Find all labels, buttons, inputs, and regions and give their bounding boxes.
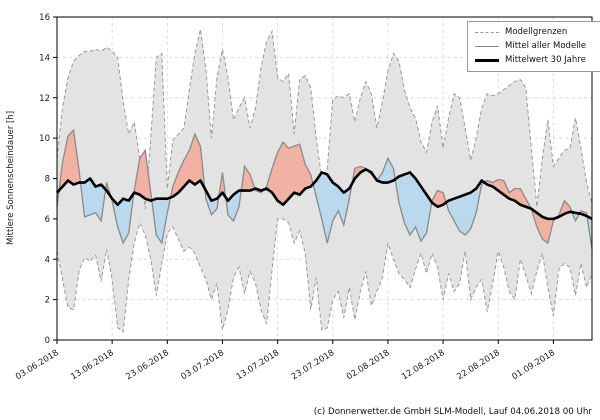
x-tick-label: 03.07.2018	[179, 348, 226, 382]
x-tick-label: 22.08.2018	[455, 348, 502, 382]
x-tick-label: 13.07.2018	[235, 348, 282, 382]
dashed-line-sample-icon	[475, 31, 499, 33]
x-tick-label: 13.06.2018	[69, 348, 116, 382]
legend-label: Mittel aller Modelle	[505, 41, 587, 52]
legend-label: Mittelwert 30 Jahre	[505, 55, 586, 66]
x-tick-label: 01.09.2018	[510, 348, 557, 382]
x-tick-label: 12.08.2018	[400, 348, 447, 382]
series-lines	[56, 128, 593, 250]
x-tick-label: 23.07.2018	[290, 348, 337, 382]
y-tick-label: 0	[45, 336, 50, 346]
legend-label: Modellgrenzen	[505, 27, 568, 37]
y-axis-label: Mittlere Sonnenscheindauer [h]	[6, 111, 16, 245]
copyright-footer: (c) Donnerwetter.de GmbH SLM-Modell, Lau…	[313, 407, 592, 417]
gray-line-sample-icon	[475, 45, 499, 47]
y-tick-label: 8	[45, 175, 50, 185]
x-tick-label: 23.06.2018	[124, 348, 171, 382]
legend-item-mittelwert-30-jahre: Mittelwert 30 Jahre	[475, 55, 599, 65]
x-tick-label: 02.08.2018	[345, 348, 392, 382]
y-tick-label: 16	[39, 13, 50, 23]
y-tick-label: 14	[39, 53, 50, 63]
x-tick-label: 03.06.2018	[14, 348, 61, 382]
y-tick-label: 2	[45, 296, 50, 306]
y-tick-label: 4	[45, 255, 50, 265]
y-tick-label: 12	[39, 94, 50, 104]
legend: Modellgrenzen Mittel aller Modelle Mitte…	[467, 21, 600, 72]
y-tick-label: 10	[39, 134, 50, 144]
legend-item-mittel-aller-modelle: Mittel aller Modelle	[475, 41, 599, 51]
black-line-sample-icon	[475, 58, 499, 62]
y-tick-label: 6	[45, 215, 50, 225]
legend-item-modellgrenzen: Modellgrenzen	[475, 27, 599, 37]
